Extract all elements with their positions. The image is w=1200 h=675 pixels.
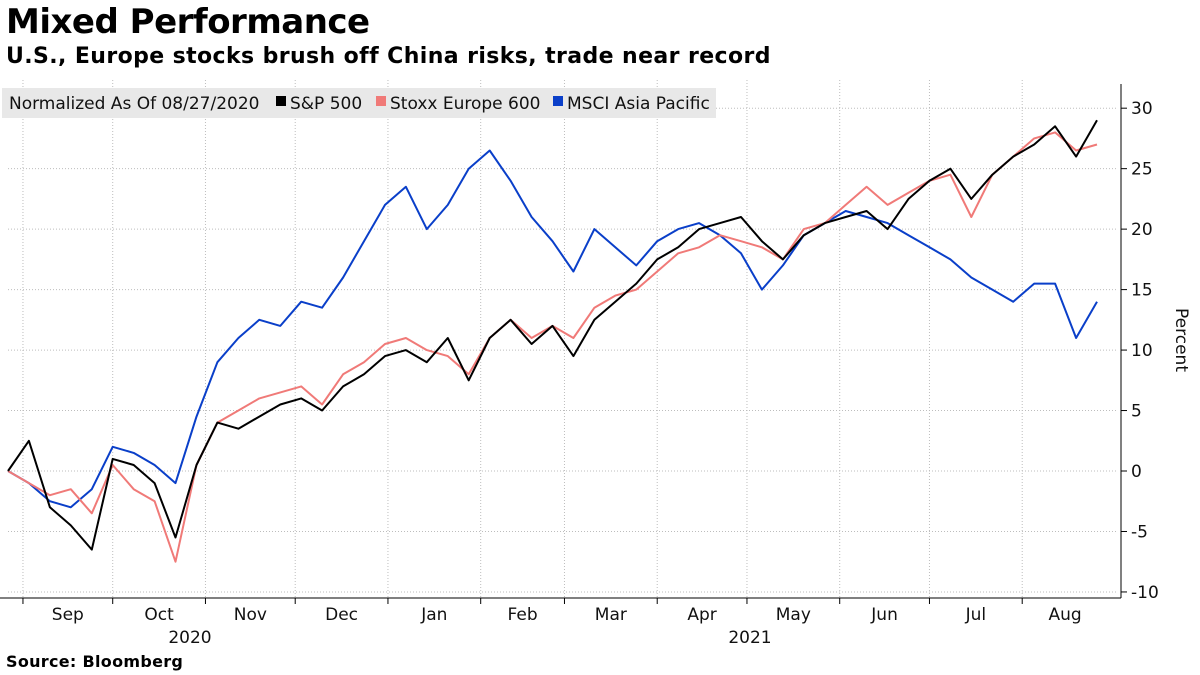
y-tick-label: 0 bbox=[1131, 462, 1142, 482]
series-line-msci bbox=[7, 149, 1098, 509]
y-tick-label: 10 bbox=[1131, 341, 1153, 361]
x-month-label: Apr bbox=[687, 605, 716, 625]
y-tick-label: -5 bbox=[1131, 522, 1148, 542]
axes: 30 25 20 15 10 5 0 -5 -10 Sep Oct Nov Dec Jan Feb Mar Ap… bbox=[0, 84, 1191, 648]
y-axis-title: Percent bbox=[1171, 308, 1191, 372]
chart-title: Mixed Performance bbox=[6, 2, 370, 42]
y-tick-label: 15 bbox=[1131, 281, 1153, 301]
x-month-label: Dec bbox=[325, 605, 358, 625]
x-month-label: Jan bbox=[420, 605, 447, 625]
y-tick-label: -10 bbox=[1131, 583, 1159, 603]
y-tick-label: 30 bbox=[1131, 99, 1153, 119]
x-year-label: 2020 bbox=[168, 628, 211, 648]
legend-label-sp500: S&P 500 bbox=[290, 94, 362, 114]
x-month-label: Jun bbox=[870, 605, 898, 625]
legend-swatch-sp500 bbox=[276, 96, 286, 106]
legend-background bbox=[2, 88, 716, 118]
x-month-label: Jul bbox=[965, 605, 987, 625]
x-month-label: Mar bbox=[595, 605, 627, 625]
x-month-label: Sep bbox=[52, 605, 84, 625]
series-line-stoxx bbox=[7, 131, 1098, 563]
legend-swatch-stoxx bbox=[376, 96, 386, 106]
grid bbox=[8, 80, 1118, 598]
legend-label-stoxx: Stoxx Europe 600 bbox=[390, 94, 541, 114]
y-tick-label: 5 bbox=[1131, 402, 1142, 422]
legend-title: Normalized As Of 08/27/2020 bbox=[9, 94, 259, 114]
legend-label-msci: MSCI Asia Pacific bbox=[567, 94, 710, 114]
y-tick-label: 20 bbox=[1131, 220, 1153, 240]
y-tick-label: 25 bbox=[1131, 160, 1153, 180]
legend-swatch-msci bbox=[553, 96, 563, 106]
x-month-label: Feb bbox=[508, 605, 538, 625]
x-month-label: Nov bbox=[234, 605, 267, 625]
chart-subtitle: U.S., Europe stocks brush off China risk… bbox=[6, 44, 771, 69]
source-note: Source: Bloomberg bbox=[6, 652, 184, 671]
series-line-sp500 bbox=[7, 119, 1098, 551]
x-year-label: 2021 bbox=[728, 628, 771, 648]
series-lines bbox=[7, 119, 1098, 563]
x-month-label: Aug bbox=[1049, 605, 1082, 625]
x-month-label: Oct bbox=[144, 605, 174, 625]
legend: Normalized As Of 08/27/2020 S&P 500 Stoxx … bbox=[2, 88, 716, 118]
x-month-label: May bbox=[776, 605, 811, 625]
